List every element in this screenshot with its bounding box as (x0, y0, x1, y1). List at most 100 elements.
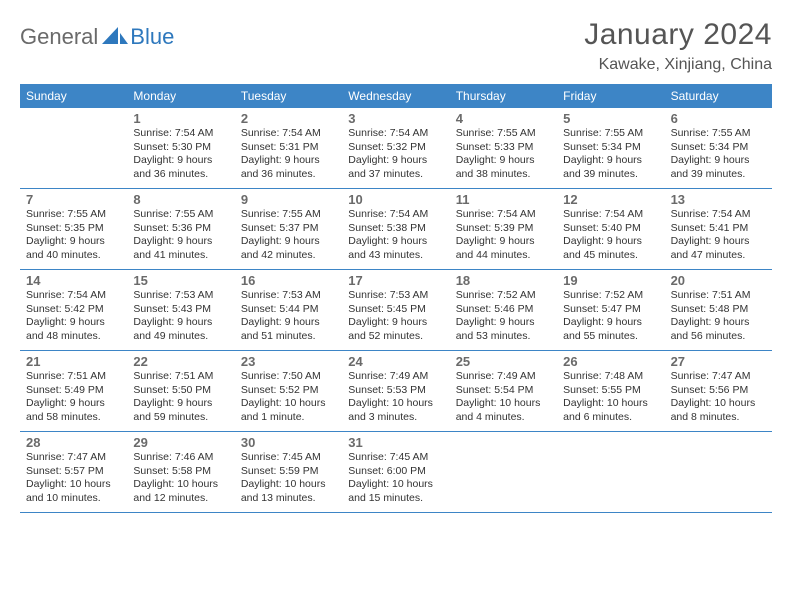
sunrise-text: Sunrise: 7:54 AM (26, 289, 121, 303)
title-block: January 2024 Kawake, Xinjiang, China (584, 18, 772, 74)
sunset-text: Sunset: 5:34 PM (563, 141, 658, 155)
sunrise-text: Sunrise: 7:49 AM (348, 370, 443, 384)
daylight-text: Daylight: 9 hours (241, 316, 336, 330)
day-cell: 15Sunrise: 7:53 AMSunset: 5:43 PMDayligh… (127, 270, 234, 350)
day-number: 23 (241, 354, 336, 369)
page-title: January 2024 (584, 18, 772, 52)
daylight-text: and 44 minutes. (456, 249, 551, 263)
daylight-text: and 6 minutes. (563, 411, 658, 425)
day-number: 22 (133, 354, 228, 369)
day-cell: 17Sunrise: 7:53 AMSunset: 5:45 PMDayligh… (342, 270, 449, 350)
sunrise-text: Sunrise: 7:54 AM (456, 208, 551, 222)
sunrise-text: Sunrise: 7:55 AM (563, 127, 658, 141)
day-cell: 24Sunrise: 7:49 AMSunset: 5:53 PMDayligh… (342, 351, 449, 431)
day-cell (20, 108, 127, 188)
sunset-text: Sunset: 5:36 PM (133, 222, 228, 236)
day-cell (450, 432, 557, 512)
day-number: 13 (671, 192, 766, 207)
day-number: 8 (133, 192, 228, 207)
day-cell: 23Sunrise: 7:50 AMSunset: 5:52 PMDayligh… (235, 351, 342, 431)
sunrise-text: Sunrise: 7:54 AM (348, 208, 443, 222)
dow-tuesday: Tuesday (235, 84, 342, 108)
sunset-text: Sunset: 5:57 PM (26, 465, 121, 479)
brand-sail-icon (102, 27, 128, 47)
daylight-text: and 4 minutes. (456, 411, 551, 425)
sunset-text: Sunset: 5:55 PM (563, 384, 658, 398)
daylight-text: Daylight: 9 hours (26, 235, 121, 249)
sunset-text: Sunset: 5:50 PM (133, 384, 228, 398)
daylight-text: Daylight: 9 hours (133, 154, 228, 168)
day-number: 5 (563, 111, 658, 126)
sunset-text: Sunset: 5:47 PM (563, 303, 658, 317)
day-number: 6 (671, 111, 766, 126)
daylight-text: Daylight: 9 hours (563, 154, 658, 168)
day-number: 11 (456, 192, 551, 207)
sunset-text: Sunset: 5:31 PM (241, 141, 336, 155)
weeks-container: 1Sunrise: 7:54 AMSunset: 5:30 PMDaylight… (20, 108, 772, 513)
sunrise-text: Sunrise: 7:55 AM (456, 127, 551, 141)
dow-sunday: Sunday (20, 84, 127, 108)
day-number: 20 (671, 273, 766, 288)
sunrise-text: Sunrise: 7:45 AM (348, 451, 443, 465)
daylight-text: and 1 minute. (241, 411, 336, 425)
daylight-text: Daylight: 9 hours (241, 154, 336, 168)
daylight-text: and 13 minutes. (241, 492, 336, 506)
day-number: 14 (26, 273, 121, 288)
sunrise-text: Sunrise: 7:45 AM (241, 451, 336, 465)
sunrise-text: Sunrise: 7:51 AM (671, 289, 766, 303)
day-number: 31 (348, 435, 443, 450)
dow-wednesday: Wednesday (342, 84, 449, 108)
day-cell (665, 432, 772, 512)
day-cell: 27Sunrise: 7:47 AMSunset: 5:56 PMDayligh… (665, 351, 772, 431)
sunset-text: Sunset: 5:43 PM (133, 303, 228, 317)
day-cell: 30Sunrise: 7:45 AMSunset: 5:59 PMDayligh… (235, 432, 342, 512)
day-cell: 19Sunrise: 7:52 AMSunset: 5:47 PMDayligh… (557, 270, 664, 350)
sunrise-text: Sunrise: 7:47 AM (26, 451, 121, 465)
daylight-text: Daylight: 10 hours (348, 478, 443, 492)
daylight-text: and 12 minutes. (133, 492, 228, 506)
day-cell: 21Sunrise: 7:51 AMSunset: 5:49 PMDayligh… (20, 351, 127, 431)
sunset-text: Sunset: 5:41 PM (671, 222, 766, 236)
day-cell: 11Sunrise: 7:54 AMSunset: 5:39 PMDayligh… (450, 189, 557, 269)
sunrise-text: Sunrise: 7:54 AM (241, 127, 336, 141)
daylight-text: Daylight: 9 hours (26, 316, 121, 330)
sunset-text: Sunset: 5:58 PM (133, 465, 228, 479)
day-number: 7 (26, 192, 121, 207)
day-number: 25 (456, 354, 551, 369)
daylight-text: Daylight: 9 hours (26, 397, 121, 411)
day-cell: 2Sunrise: 7:54 AMSunset: 5:31 PMDaylight… (235, 108, 342, 188)
daylight-text: and 40 minutes. (26, 249, 121, 263)
daylight-text: and 56 minutes. (671, 330, 766, 344)
daylight-text: Daylight: 9 hours (348, 154, 443, 168)
brand-logo: General Blue (20, 18, 174, 50)
day-number: 28 (26, 435, 121, 450)
daylight-text: Daylight: 10 hours (241, 478, 336, 492)
sunrise-text: Sunrise: 7:54 AM (133, 127, 228, 141)
daylight-text: Daylight: 9 hours (563, 316, 658, 330)
daylight-text: Daylight: 9 hours (563, 235, 658, 249)
sunset-text: Sunset: 5:48 PM (671, 303, 766, 317)
daylight-text: and 58 minutes. (26, 411, 121, 425)
day-number: 1 (133, 111, 228, 126)
daylight-text: Daylight: 10 hours (671, 397, 766, 411)
day-number: 15 (133, 273, 228, 288)
daylight-text: and 8 minutes. (671, 411, 766, 425)
day-cell: 16Sunrise: 7:53 AMSunset: 5:44 PMDayligh… (235, 270, 342, 350)
daylight-text: and 38 minutes. (456, 168, 551, 182)
daylight-text: Daylight: 9 hours (133, 397, 228, 411)
week-row: 28Sunrise: 7:47 AMSunset: 5:57 PMDayligh… (20, 432, 772, 513)
daylight-text: Daylight: 9 hours (133, 316, 228, 330)
day-cell: 3Sunrise: 7:54 AMSunset: 5:32 PMDaylight… (342, 108, 449, 188)
sunrise-text: Sunrise: 7:55 AM (241, 208, 336, 222)
daylight-text: Daylight: 9 hours (348, 235, 443, 249)
week-row: 1Sunrise: 7:54 AMSunset: 5:30 PMDaylight… (20, 108, 772, 189)
sunrise-text: Sunrise: 7:55 AM (26, 208, 121, 222)
daylight-text: Daylight: 9 hours (133, 235, 228, 249)
sunset-text: Sunset: 5:42 PM (26, 303, 121, 317)
day-cell: 14Sunrise: 7:54 AMSunset: 5:42 PMDayligh… (20, 270, 127, 350)
sunrise-text: Sunrise: 7:53 AM (133, 289, 228, 303)
day-cell: 7Sunrise: 7:55 AMSunset: 5:35 PMDaylight… (20, 189, 127, 269)
daylight-text: Daylight: 10 hours (26, 478, 121, 492)
sunset-text: Sunset: 5:53 PM (348, 384, 443, 398)
sunset-text: Sunset: 5:49 PM (26, 384, 121, 398)
